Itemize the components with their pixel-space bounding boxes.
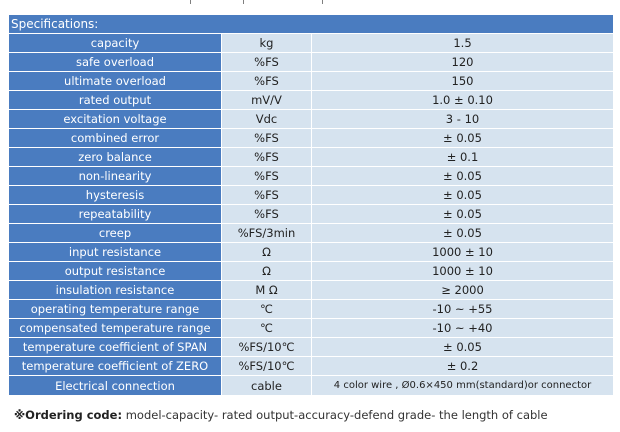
spec-unit-cell: mV/V (221, 90, 312, 110)
table-row: ultimate overload %FS 150 (8, 71, 615, 91)
spec-name-cell: temperature coefficient of ZERO (8, 356, 222, 376)
spec-value-cell: 1000 ± 10 (310, 242, 615, 262)
spec-value-cell: 3 - 10 (310, 109, 615, 129)
table-row: capacity kg 1.5 (8, 33, 615, 53)
spec-unit-cell: %FS (221, 128, 312, 148)
spec-value-cell: ± 0.05 (310, 166, 615, 186)
spec-name-cell: operating temperature range (8, 299, 222, 319)
table-row: operating temperature range ℃ -10 ~ +55 (8, 299, 615, 319)
spec-value-cell: ± 0.05 (310, 223, 615, 243)
table-row: insulation resistance M Ω ≥ 2000 (8, 280, 615, 300)
spec-name-cell: creep (8, 223, 222, 243)
table-row: temperature coefficient of ZERO %FS/10℃ ± … (8, 356, 615, 376)
spec-name-cell: output resistance (8, 261, 222, 281)
spec-name-cell: combined error (8, 128, 222, 148)
spec-name-cell: non-linearity (8, 166, 222, 186)
table-row: excitation voltage Vdc 3 - 10 (8, 109, 615, 129)
spec-name-cell: capacity (8, 33, 222, 53)
table-row: zero balance %FS ± 0.1 (8, 147, 615, 167)
spec-value-cell: ± 0.05 (310, 337, 615, 357)
spec-unit-cell: %FS/10℃ (221, 356, 312, 376)
table-row: repeatability %FS ± 0.05 (8, 204, 615, 224)
spec-unit-cell: Ω (221, 261, 312, 281)
spec-value-cell: 1.0 ± 0.10 (310, 90, 615, 110)
spec-value-cell: ± 0.05 (310, 204, 615, 224)
specifications-table: Specifications: capacity kg 1.5 safe overlo… (7, 14, 615, 396)
spec-unit-cell: %FS/10℃ (221, 337, 312, 357)
table-body: capacity kg 1.5 safe overload %FS 120 ultimate… (8, 33, 615, 396)
ordering-code-note: ※Ordering code: model-capacity- rated ou… (14, 408, 548, 422)
spec-unit-cell: %FS (221, 166, 312, 186)
spec-name-cell: rated output (8, 90, 222, 110)
spec-name-cell: excitation voltage (8, 109, 222, 129)
spec-unit-cell: %FS/3min (221, 223, 312, 243)
spec-value-cell: 1.5 (310, 33, 615, 53)
spec-unit-cell: %FS (221, 52, 312, 72)
spec-name-cell: zero balance (8, 147, 222, 167)
spec-name-cell: Electrical connection (8, 375, 222, 396)
spec-name-cell: insulation resistance (8, 280, 222, 300)
spec-value-cell: 120 (310, 52, 615, 72)
spec-unit-cell: %FS (221, 71, 312, 91)
spec-unit-cell: Vdc (221, 109, 312, 129)
table-row: creep %FS/3min ± 0.05 (8, 223, 615, 243)
spec-name-cell: ultimate overload (8, 71, 222, 91)
table-row: non-linearity %FS ± 0.05 (8, 166, 615, 186)
ordering-code-label: ※Ordering code: (14, 408, 123, 422)
spec-unit-cell: %FS (221, 185, 312, 205)
ordering-code-text: model-capacity- rated output-accuracy-de… (122, 408, 548, 422)
spec-value-cell: 4 color wire , Ø0.6×450 mm(standard)or c… (310, 375, 615, 396)
spec-value-cell: ± 0.05 (310, 128, 615, 148)
spec-unit-cell: Ω (221, 242, 312, 262)
top-edge-marks (0, 0, 620, 8)
spec-name-cell: hysteresis (8, 185, 222, 205)
spec-value-cell: -10 ~ +40 (310, 318, 615, 338)
spec-name-cell: input resistance (8, 242, 222, 262)
spec-unit-cell: kg (221, 33, 312, 53)
table-row: combined error %FS ± 0.05 (8, 128, 615, 148)
spec-value-cell: ± 0.1 (310, 147, 615, 167)
spec-unit-cell: M Ω (221, 280, 312, 300)
table-row: temperature coefficient of SPAN %FS/10℃ ± … (8, 337, 615, 357)
spec-name-cell: safe overload (8, 52, 222, 72)
table-header: Specifications: (7, 14, 615, 34)
spec-value-cell: 1000 ± 10 (310, 261, 615, 281)
table-row: Electrical connection cable 4 color wire ,… (8, 375, 615, 396)
spec-value-cell: -10 ~ +55 (310, 299, 615, 319)
spec-value-cell: ± 0.2 (310, 356, 615, 376)
spec-unit-cell: %FS (221, 204, 312, 224)
spec-unit-cell: %FS (221, 147, 312, 167)
table-row: hysteresis %FS ± 0.05 (8, 185, 615, 205)
spec-unit-cell: ℃ (221, 318, 312, 338)
spec-name-cell: repeatability (8, 204, 222, 224)
spec-unit-cell: cable (221, 375, 312, 396)
spec-unit-cell: ℃ (221, 299, 312, 319)
spec-value-cell: ± 0.05 (310, 185, 615, 205)
spec-value-cell: 150 (310, 71, 615, 91)
spec-name-cell: compensated temperature range (8, 318, 222, 338)
table-row: input resistance Ω 1000 ± 10 (8, 242, 615, 262)
table-row: output resistance Ω 1000 ± 10 (8, 261, 615, 281)
table-row: compensated temperature range ℃ -10 ~ +40 (8, 318, 615, 338)
table-row: safe overload %FS 120 (8, 52, 615, 72)
spec-value-cell: ≥ 2000 (310, 280, 615, 300)
table-row: rated output mV/V 1.0 ± 0.10 (8, 90, 615, 110)
spec-name-cell: temperature coefficient of SPAN (8, 337, 222, 357)
